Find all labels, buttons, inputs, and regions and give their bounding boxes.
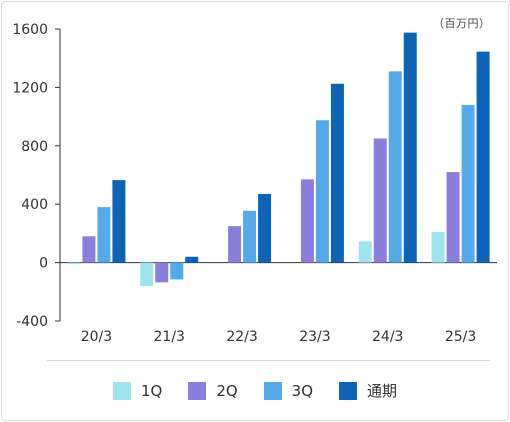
y-tick-label: 1200 <box>12 80 48 96</box>
bar-2Q-20/3 <box>82 236 96 263</box>
bar-3Q-20/3 <box>97 207 111 263</box>
bar-2Q-23/3 <box>300 179 314 263</box>
legend-item: 2Q <box>188 380 238 401</box>
legend-label: 1Q <box>140 381 163 400</box>
x-tick-label: 22/3 <box>226 329 257 345</box>
y-tick-label: 800 <box>21 139 48 155</box>
bar-通期-25/3 <box>476 51 490 263</box>
legend-label: 3Q <box>291 381 314 400</box>
bar-2Q-24/3 <box>373 138 387 263</box>
legend-item: 1Q <box>112 380 163 401</box>
bar-3Q-21/3 <box>170 262 184 280</box>
bar-1Q-24/3 <box>358 241 372 263</box>
legend-label: 通期 <box>367 382 398 400</box>
bar-2Q-22/3 <box>228 226 242 263</box>
bar-通期-20/3 <box>112 180 126 263</box>
bar-1Q-20/3 <box>67 262 81 265</box>
legend-item: 3Q <box>263 380 314 401</box>
bar-3Q-25/3 <box>461 104 475 263</box>
legend-swatch <box>188 381 207 400</box>
bar-3Q-24/3 <box>388 71 402 263</box>
x-tick-label: 20/3 <box>81 329 112 345</box>
x-tick-label: 25/3 <box>445 329 476 345</box>
bar-3Q-22/3 <box>243 210 257 263</box>
y-tick-label: -400 <box>16 314 48 330</box>
x-tick-label: 21/3 <box>154 329 185 345</box>
legend-swatch <box>263 381 282 400</box>
bar-2Q-21/3 <box>155 262 169 283</box>
bar-通期-24/3 <box>403 32 417 263</box>
legend-separator <box>47 360 490 361</box>
bar-1Q-25/3 <box>431 231 445 263</box>
bar-2Q-25/3 <box>446 172 460 263</box>
y-tick-label: 1600 <box>12 22 48 38</box>
y-tick-label: 0 <box>39 256 48 272</box>
bar-通期-23/3 <box>330 83 344 263</box>
bar-通期-22/3 <box>258 193 272 263</box>
bar-通期-21/3 <box>185 256 199 263</box>
bar-1Q-21/3 <box>140 262 154 286</box>
unit-label: （百万円） <box>433 17 491 30</box>
legend: 1Q 2Q 3Q 通期 <box>0 380 510 401</box>
legend-swatch <box>112 381 131 400</box>
x-tick-label: 24/3 <box>372 329 403 345</box>
legend-item: 通期 <box>339 380 397 401</box>
legend-label: 2Q <box>216 381 238 400</box>
y-tick-label: 400 <box>21 197 48 213</box>
legend-swatch <box>339 381 358 400</box>
bar-3Q-23/3 <box>315 120 329 263</box>
x-tick-label: 23/3 <box>299 329 330 345</box>
